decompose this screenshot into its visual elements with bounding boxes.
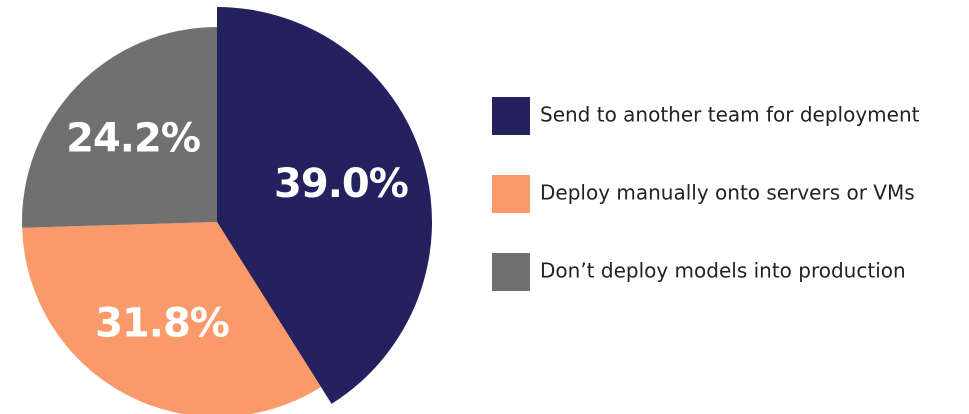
pie-slice <box>217 7 432 404</box>
legend-swatch <box>492 175 530 213</box>
pie-slice <box>22 27 217 228</box>
legend-swatch <box>492 253 530 291</box>
slice-label: 24.2% <box>66 116 200 162</box>
pie-slice <box>22 222 321 414</box>
legend-swatch <box>492 97 530 135</box>
slice-label: 39.0% <box>274 161 408 207</box>
legend-label: Deploy manually onto servers or VMs <box>540 181 915 205</box>
slice-label: 31.8% <box>95 300 229 346</box>
legend-label: Don’t deploy models into production <box>540 259 906 283</box>
legend-label: Send to another team for deployment <box>540 103 920 127</box>
